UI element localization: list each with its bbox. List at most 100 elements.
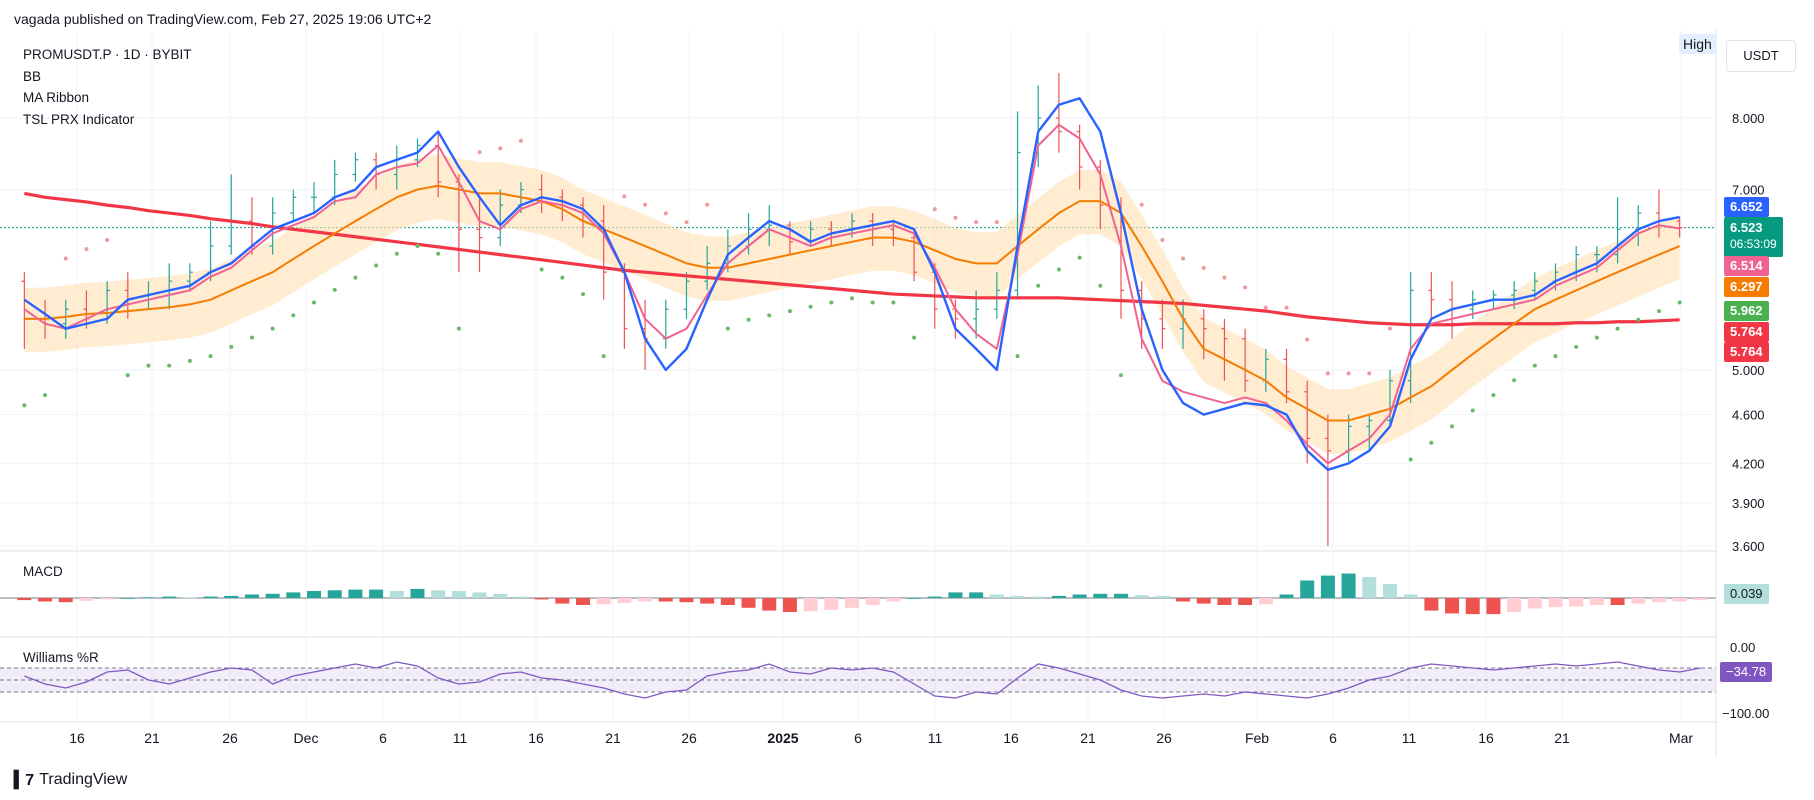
macd-bar	[1589, 598, 1604, 605]
tsl-dot	[932, 207, 937, 212]
tsl-dot	[1491, 393, 1496, 398]
time-axis: 16 21 26 Dec 6 11 16 21 26 2025 6 11 16 21 26 Feb 6 11 16 2…	[69, 730, 1693, 746]
macd-bar	[1113, 593, 1128, 598]
macd-bar	[679, 598, 694, 603]
ma-line	[24, 184, 1681, 422]
tsl-dot	[1553, 354, 1558, 359]
tsl-dot	[436, 251, 441, 256]
macd-bar	[1279, 594, 1294, 598]
tsl-dot	[1677, 300, 1682, 305]
macd-bar	[451, 591, 466, 598]
tsl-dot	[1263, 305, 1268, 310]
tsl-dot	[746, 317, 751, 322]
macd-bar	[534, 598, 549, 600]
indicator-bb[interactable]: BB	[23, 68, 42, 84]
macd-bar	[141, 597, 156, 599]
macd-bar	[1362, 577, 1377, 598]
tsl-dot	[912, 335, 917, 340]
tsl-dot	[870, 300, 875, 305]
macd-bar	[410, 588, 425, 598]
macd-bar	[203, 596, 218, 598]
macd-bar	[1258, 598, 1273, 605]
macd-bar	[1134, 595, 1149, 598]
macd-bar	[1651, 598, 1666, 603]
tsl-dot	[1325, 371, 1330, 376]
macd-label[interactable]: MACD	[23, 564, 63, 579]
tsl-dot	[394, 251, 399, 256]
tsl-dot	[229, 344, 234, 349]
macd-bar	[865, 598, 880, 605]
macd-bar	[1196, 598, 1211, 604]
tsl-dot	[953, 215, 958, 220]
macd-bar	[307, 591, 322, 598]
tsl-dot	[84, 247, 89, 252]
macd-bar	[472, 592, 487, 598]
price-tag-green: 5.962	[1724, 301, 1769, 321]
tsl-dot	[994, 220, 999, 225]
macd-bar	[782, 598, 797, 612]
time-tick-label: 11	[453, 730, 468, 746]
macd-bar	[1527, 598, 1542, 609]
indicator-tsl[interactable]: TSL PRX Indicator	[23, 111, 135, 127]
macd-bar	[224, 595, 239, 598]
macd-bar	[1548, 598, 1563, 608]
tsl-dot	[560, 275, 565, 280]
tsl-dot	[332, 287, 337, 292]
time-tick-label: 21	[1080, 730, 1096, 746]
ma-line	[24, 191, 1680, 327]
macd-bar	[38, 598, 53, 602]
time-tick-label: Feb	[1245, 730, 1269, 746]
wr-line	[24, 661, 1701, 699]
time-tick-label: 2025	[767, 730, 798, 746]
time-tick-label: 11	[1402, 730, 1417, 746]
tsl-dot	[643, 202, 648, 207]
indicator-ma-ribbon[interactable]: MA Ribbon	[23, 90, 90, 105]
tsl-dot	[249, 335, 254, 340]
macd-bar	[244, 594, 259, 598]
macd-bar	[1051, 595, 1066, 598]
macd-bar	[576, 598, 591, 605]
tsl-dot	[1077, 255, 1082, 260]
symbol-label[interactable]: PROMUSDT.P · 1D · BYBIT	[23, 47, 192, 62]
tsl-dot	[1636, 317, 1641, 322]
williams-value-tag: −34.78	[1720, 662, 1773, 682]
williams-label[interactable]: Williams %R	[23, 650, 99, 665]
chart-legend: PROMUSDT.P · 1D · BYBIT BB MA Ribbon TSL…	[23, 44, 192, 130]
tsl-dot	[1118, 373, 1123, 378]
currency-button[interactable]: USDT	[1726, 40, 1796, 72]
tsl-dot	[477, 150, 482, 155]
macd-bar	[948, 592, 963, 598]
tsl-dot	[1408, 457, 1413, 462]
macd-bar	[369, 589, 384, 598]
tsl-dot	[891, 300, 896, 305]
time-tick-label: 16	[1478, 730, 1494, 746]
tsl-dot	[581, 292, 586, 297]
macd-bar	[1341, 573, 1356, 598]
tsl-dot	[518, 138, 523, 143]
macd-bar	[741, 598, 756, 608]
tsl-dot	[601, 354, 606, 359]
price-tag-last: 6.523 06:53:09	[1724, 217, 1783, 257]
tsl-dot	[63, 256, 68, 261]
time-tick-label: 16	[528, 730, 544, 746]
tsl-dot	[974, 220, 979, 225]
macd-bar	[327, 590, 342, 598]
macd-bar	[1300, 580, 1315, 598]
footer-brand[interactable]: ▍7 TradingView	[14, 770, 127, 790]
tsl-dot	[1201, 265, 1206, 270]
macd-bar	[1465, 598, 1480, 615]
macd-bar	[1424, 598, 1439, 611]
macd-bar	[596, 598, 611, 605]
tsl-dot	[105, 237, 110, 242]
high-label: High	[1679, 34, 1716, 54]
tsl-dot	[1512, 378, 1517, 383]
macd-bar	[1631, 598, 1646, 604]
price-tag-orange: 6.297	[1724, 277, 1769, 297]
macd-bar	[658, 598, 673, 602]
macd-bar	[1610, 598, 1625, 605]
williams-axis-bottom: −100.00	[1722, 706, 1770, 721]
ma-line	[23, 123, 1680, 465]
time-tick-label: 21	[605, 730, 621, 746]
tsl-dot	[353, 275, 358, 280]
